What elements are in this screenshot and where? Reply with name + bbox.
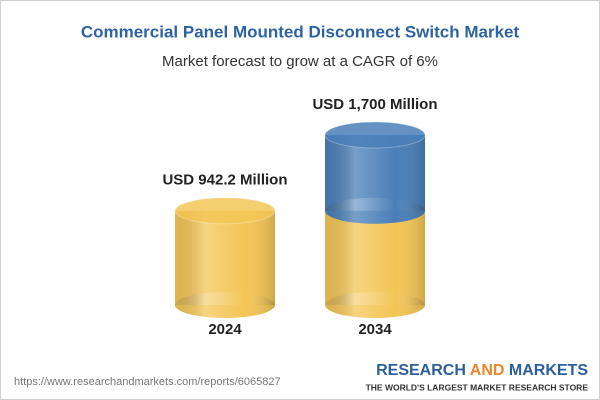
brand-part: AND (470, 362, 505, 379)
x-tick-label: 2034 (358, 321, 392, 338)
brand-part: MARKETS (509, 362, 588, 379)
brand-part: RESEARCH (376, 362, 466, 379)
source-url: https://www.researchandmarkets.com/repor… (14, 376, 281, 388)
value-label: USD 1,700 Million (312, 96, 437, 113)
value-label: USD 942.2 Million (162, 172, 287, 189)
cylinder-top (324, 121, 426, 149)
x-tick-label: 2024 (208, 321, 242, 338)
cylinder-join-shade (325, 197, 425, 224)
chart-title: Commercial Panel Mounted Disconnect Swit… (81, 22, 520, 41)
tagline: THE WORLD'S LARGEST MARKET RESEARCH STOR… (366, 382, 589, 392)
chart-subtitle: Market forecast to grow at a CAGR of 6% (162, 53, 438, 70)
brand: RESEARCH AND MARKETS (376, 362, 588, 379)
cylinder-lower-shade (325, 210, 425, 305)
cylinder-top (174, 197, 276, 225)
cylinder-shade (175, 210, 275, 305)
